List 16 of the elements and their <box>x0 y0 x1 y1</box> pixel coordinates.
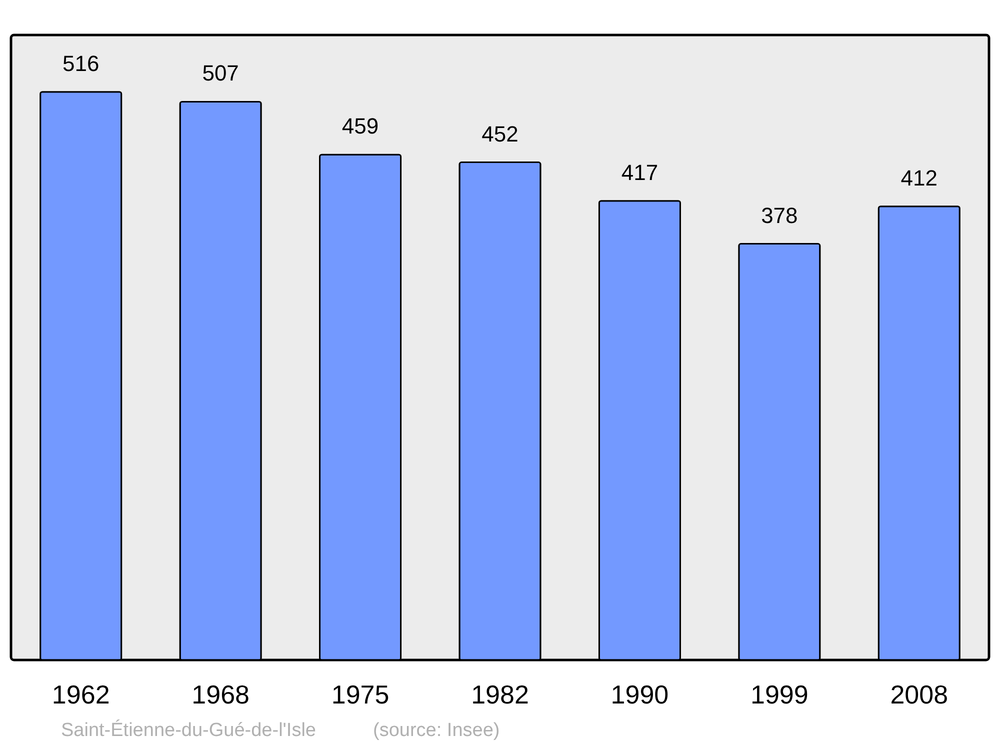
data-label: 507 <box>202 60 239 86</box>
text: (source: Insee) <box>373 720 500 741</box>
x-tick-label: 2008 <box>890 680 948 710</box>
x-tick-label: 1999 <box>750 680 808 710</box>
data-label: 417 <box>621 160 658 185</box>
data-label: 516 <box>62 50 100 76</box>
x-tick-label: 1975 <box>331 680 390 710</box>
data-label: 452 <box>482 121 518 146</box>
data-label: 459 <box>342 114 379 139</box>
text: Saint-Étienne-du-Gué-de-l'Isle <box>61 719 316 741</box>
data-label: 378 <box>761 202 798 228</box>
data-label: 412 <box>900 165 938 190</box>
x-tick-label: 1962 <box>52 680 110 710</box>
x-tick-label: 1968 <box>192 680 250 710</box>
x-tick-label: 1982 <box>471 680 529 710</box>
x-tick-label: 1990 <box>610 680 669 710</box>
